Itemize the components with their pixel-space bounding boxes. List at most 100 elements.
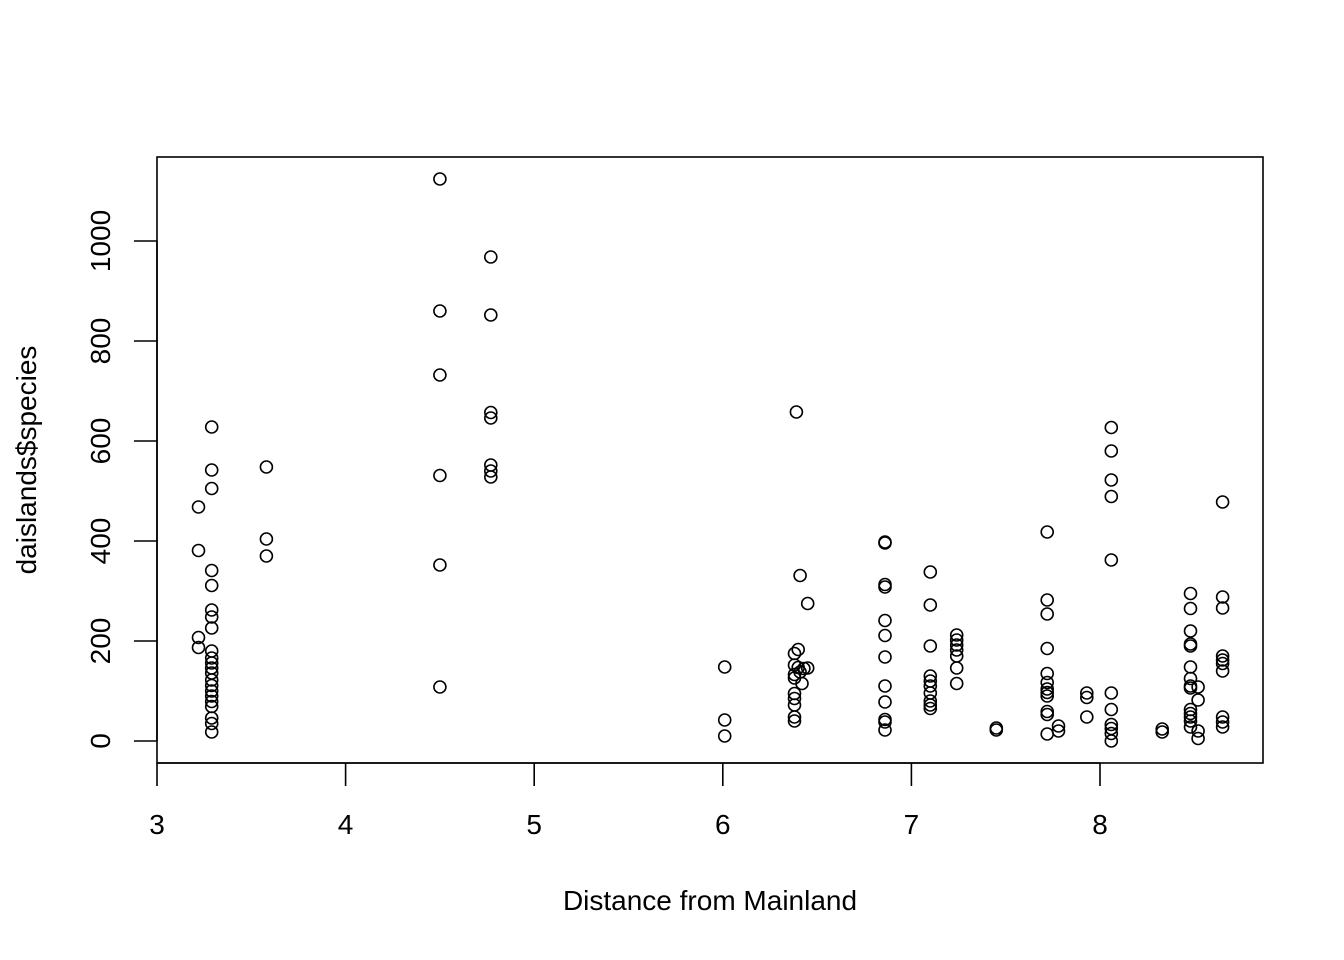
data-point bbox=[923, 565, 938, 579]
data-point bbox=[1215, 653, 1230, 667]
y-tick-label: 200 bbox=[85, 618, 116, 665]
data-point bbox=[204, 711, 219, 725]
data-point bbox=[433, 172, 447, 186]
data-point bbox=[1104, 444, 1119, 458]
data-point bbox=[1215, 710, 1230, 724]
data-point bbox=[1191, 680, 1205, 694]
x-tick-label: 6 bbox=[715, 809, 731, 840]
data-point bbox=[1215, 590, 1230, 604]
data-point bbox=[1191, 731, 1205, 746]
x-axis-label: Distance from Mainland bbox=[563, 885, 857, 916]
y-axis-label: daislands$species bbox=[11, 346, 42, 575]
data-point bbox=[878, 650, 892, 664]
data-point bbox=[433, 304, 447, 318]
data-point bbox=[483, 308, 498, 322]
data-point bbox=[789, 405, 804, 419]
data-point bbox=[878, 536, 892, 550]
data-point bbox=[204, 678, 219, 693]
data-point bbox=[1040, 675, 1054, 690]
y-axis: 0 200 400 600 800 1000 bbox=[85, 210, 158, 749]
data-point bbox=[1215, 649, 1230, 663]
data-point bbox=[204, 603, 219, 617]
data-point bbox=[1040, 689, 1054, 703]
y-tick-label: 0 bbox=[85, 733, 116, 749]
data-point bbox=[923, 639, 938, 653]
data-point bbox=[787, 691, 802, 706]
data-point bbox=[1080, 690, 1094, 705]
data-point bbox=[204, 694, 219, 709]
data-point bbox=[204, 463, 219, 477]
data-point bbox=[1040, 685, 1054, 700]
data-point bbox=[433, 680, 447, 694]
data-point bbox=[949, 643, 964, 657]
x-tick-label: 5 bbox=[526, 809, 542, 840]
data-point bbox=[1183, 624, 1198, 638]
data-point bbox=[1183, 720, 1198, 734]
x-tick-label: 7 bbox=[904, 809, 920, 840]
data-point bbox=[204, 673, 219, 687]
data-point bbox=[800, 596, 815, 611]
x-tick-label: 3 bbox=[149, 809, 165, 840]
data-point bbox=[1051, 724, 1066, 738]
data-point bbox=[191, 630, 206, 645]
data-point bbox=[800, 661, 815, 675]
data-point bbox=[1104, 686, 1119, 700]
data-point bbox=[1104, 717, 1119, 732]
data-point bbox=[949, 628, 964, 642]
data-point bbox=[204, 610, 219, 624]
data-point bbox=[787, 710, 802, 724]
data-point bbox=[259, 460, 274, 474]
data-point bbox=[204, 563, 219, 578]
points-layer bbox=[191, 172, 1230, 748]
data-point bbox=[923, 598, 938, 612]
data-point bbox=[1183, 714, 1198, 728]
data-point bbox=[787, 714, 802, 728]
data-point bbox=[204, 578, 219, 593]
data-point bbox=[204, 621, 219, 635]
data-point bbox=[1040, 727, 1054, 741]
data-point bbox=[1040, 525, 1054, 539]
data-point bbox=[923, 679, 938, 693]
data-point bbox=[1183, 639, 1198, 653]
data-point bbox=[1215, 720, 1230, 734]
x-tick-label: 8 bbox=[1092, 809, 1108, 840]
y-tick-label: 800 bbox=[85, 318, 116, 365]
data-point bbox=[1215, 495, 1230, 509]
data-point bbox=[433, 468, 447, 483]
data-point bbox=[1183, 710, 1198, 724]
data-point bbox=[204, 725, 219, 739]
data-point bbox=[949, 633, 964, 647]
data-point bbox=[204, 651, 219, 665]
y-tick-label: 600 bbox=[85, 418, 116, 465]
data-point bbox=[923, 669, 938, 683]
data-point bbox=[1191, 724, 1205, 738]
data-point bbox=[483, 411, 498, 425]
data-point bbox=[1104, 726, 1119, 741]
data-point bbox=[483, 405, 498, 420]
data-point bbox=[1183, 660, 1198, 674]
x-axis: 3 4 5 6 7 8 bbox=[149, 762, 1108, 840]
data-point bbox=[1040, 593, 1054, 607]
data-point bbox=[1051, 719, 1066, 733]
data-point bbox=[204, 716, 219, 731]
data-point bbox=[878, 628, 892, 643]
data-point bbox=[1183, 681, 1198, 695]
data-point bbox=[483, 250, 498, 264]
y-tick-label: 400 bbox=[85, 518, 116, 565]
data-point bbox=[1104, 702, 1119, 717]
data-point bbox=[1183, 706, 1198, 721]
data-point bbox=[191, 543, 206, 558]
data-point bbox=[1183, 586, 1198, 601]
data-point bbox=[1215, 664, 1230, 678]
data-point bbox=[1040, 707, 1054, 722]
data-point bbox=[923, 701, 938, 716]
data-point bbox=[204, 689, 219, 703]
data-point bbox=[1040, 682, 1054, 696]
data-point bbox=[1040, 704, 1054, 719]
data-point bbox=[191, 640, 206, 655]
data-point bbox=[878, 613, 892, 628]
data-point bbox=[1215, 601, 1230, 615]
data-point bbox=[878, 580, 892, 594]
data-point bbox=[878, 695, 892, 709]
data-point bbox=[923, 698, 938, 712]
